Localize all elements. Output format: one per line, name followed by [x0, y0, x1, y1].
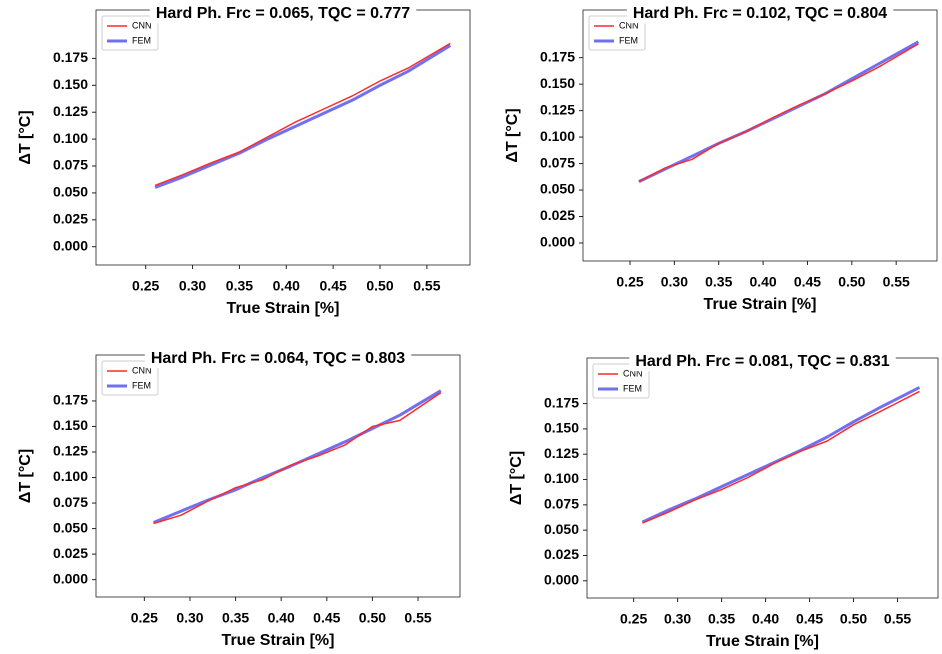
- x-axis-label: True Strain [%]: [704, 296, 817, 313]
- x-tick-label: 0.50: [840, 611, 867, 627]
- data-line: [641, 386, 921, 524]
- y-tick-label: 0.050: [540, 181, 575, 197]
- x-tick-label: 0.30: [661, 274, 688, 290]
- x-tick-label: 0.55: [883, 274, 910, 290]
- x-tick-label: 0.50: [838, 274, 865, 290]
- x-tick-label: 0.25: [616, 274, 643, 290]
- y-tick-label: 0.175: [53, 392, 88, 408]
- x-tick-label: 0.25: [132, 278, 159, 294]
- y-tick-label: 0.150: [540, 75, 575, 91]
- x-tick-label: 0.30: [664, 611, 691, 627]
- legend-label: CNN: [132, 20, 152, 30]
- legend-label: FEM: [623, 383, 642, 393]
- y-tick-label: 0.025: [540, 207, 575, 223]
- x-tick-label: 0.45: [796, 611, 823, 627]
- y-axis-label: ΔT [°C]: [17, 110, 34, 164]
- x-tick-label: 0.45: [313, 610, 340, 626]
- y-tick-label: 0.100: [540, 128, 575, 144]
- x-tick-label: 0.50: [359, 610, 386, 626]
- y-tick-label: 0.100: [544, 470, 579, 486]
- x-tick-label: 0.25: [620, 611, 647, 627]
- data-line: [154, 44, 452, 189]
- y-tick-label: 0.100: [53, 468, 88, 484]
- x-tick-label: 0.35: [708, 611, 735, 627]
- title-background: [626, 4, 894, 24]
- title-background: [629, 352, 896, 372]
- x-tick-label: 0.30: [179, 278, 206, 294]
- y-tick-label: 0.025: [53, 545, 88, 561]
- panel: 0.000 0.025 0.050 0.075 0.100 0.125 0.150 0.175…: [504, 4, 938, 313]
- x-tick-label: 0.55: [884, 611, 911, 627]
- y-tick-label: 0.000: [540, 234, 575, 250]
- x-tick-label: 0.25: [131, 610, 158, 626]
- x-axis-label: True Strain [%]: [706, 633, 819, 650]
- panel: 0.000 0.025 0.050 0.075 0.100 0.125 0.150 0.175…: [508, 352, 939, 650]
- y-tick-label: 0.150: [53, 417, 88, 433]
- y-tick-label: 0.125: [544, 445, 579, 461]
- data-line: [154, 42, 451, 187]
- title-background: [144, 349, 412, 369]
- y-tick-label: 0.050: [53, 519, 88, 535]
- data-line: [642, 390, 920, 524]
- data-line: [153, 392, 442, 525]
- data-line: [638, 43, 919, 183]
- x-tick-label: 0.40: [752, 611, 779, 627]
- y-tick-label: 0.050: [544, 521, 579, 537]
- y-tick-label: 0.175: [53, 49, 88, 65]
- x-axis-label: True Strain [%]: [227, 300, 340, 317]
- x-tick-label: 0.50: [366, 278, 393, 294]
- x-tick-label: 0.40: [268, 610, 295, 626]
- y-tick-label: 0.075: [544, 496, 579, 512]
- panel: 0.000 0.025 0.050 0.075 0.100 0.125 0.150 0.175…: [17, 349, 461, 649]
- y-tick-label: 0.100: [53, 130, 88, 146]
- x-tick-label: 0.30: [176, 610, 203, 626]
- x-tick-label: 0.45: [320, 278, 347, 294]
- legend-label: FEM: [132, 35, 151, 45]
- title-background: [149, 4, 417, 24]
- x-tick-label: 0.35: [705, 274, 732, 290]
- y-tick-label: 0.025: [544, 546, 579, 562]
- y-tick-label: 0.075: [540, 154, 575, 170]
- y-tick-label: 0.175: [544, 394, 579, 410]
- y-tick-label: 0.050: [53, 184, 88, 200]
- y-tick-label: 0.075: [53, 494, 88, 510]
- y-tick-label: 0.025: [53, 211, 88, 227]
- chart-title: Hard Ph. Frc = 0.102, TQC = 0.804: [633, 5, 887, 22]
- legend-label: CNN: [132, 365, 152, 375]
- y-tick-label: 0.075: [53, 157, 88, 173]
- y-tick-label: 0.000: [53, 570, 88, 586]
- x-tick-label: 0.45: [794, 274, 821, 290]
- x-tick-label: 0.40: [273, 278, 300, 294]
- y-tick-label: 0.150: [544, 420, 579, 436]
- chart-title: Hard Ph. Frc = 0.065, TQC = 0.777: [156, 5, 410, 22]
- chart-title: Hard Ph. Frc = 0.064, TQC = 0.803: [151, 350, 405, 367]
- data-line: [152, 389, 442, 524]
- y-axis-label: ΔT [°C]: [504, 108, 521, 162]
- x-tick-label: 0.40: [749, 274, 776, 290]
- legend-label: CNN: [619, 20, 639, 30]
- x-tick-label: 0.35: [226, 278, 253, 294]
- y-tick-label: 0.125: [53, 103, 88, 119]
- y-tick-label: 0.175: [540, 48, 575, 64]
- x-axis-label: True Strain [%]: [222, 632, 335, 649]
- panel: 0.000 0.025 0.050 0.075 0.100 0.125 0.150 0.175…: [17, 4, 471, 317]
- chart-title: Hard Ph. Frc = 0.081, TQC = 0.831: [635, 353, 889, 370]
- x-tick-label: 0.55: [413, 278, 440, 294]
- y-tick-label: 0.150: [53, 76, 88, 92]
- y-tick-label: 0.000: [53, 237, 88, 253]
- legend-label: FEM: [619, 35, 638, 45]
- y-tick-label: 0.000: [544, 571, 579, 587]
- legend-label: FEM: [132, 380, 151, 390]
- y-axis-label: ΔT [°C]: [508, 451, 525, 505]
- data-line: [638, 40, 920, 183]
- legend-label: CNN: [623, 368, 643, 378]
- y-axis-label: ΔT [°C]: [17, 449, 34, 503]
- y-tick-label: 0.125: [53, 443, 88, 459]
- y-tick-label: 0.125: [540, 101, 575, 117]
- x-tick-label: 0.55: [404, 610, 431, 626]
- x-tick-label: 0.35: [222, 610, 249, 626]
